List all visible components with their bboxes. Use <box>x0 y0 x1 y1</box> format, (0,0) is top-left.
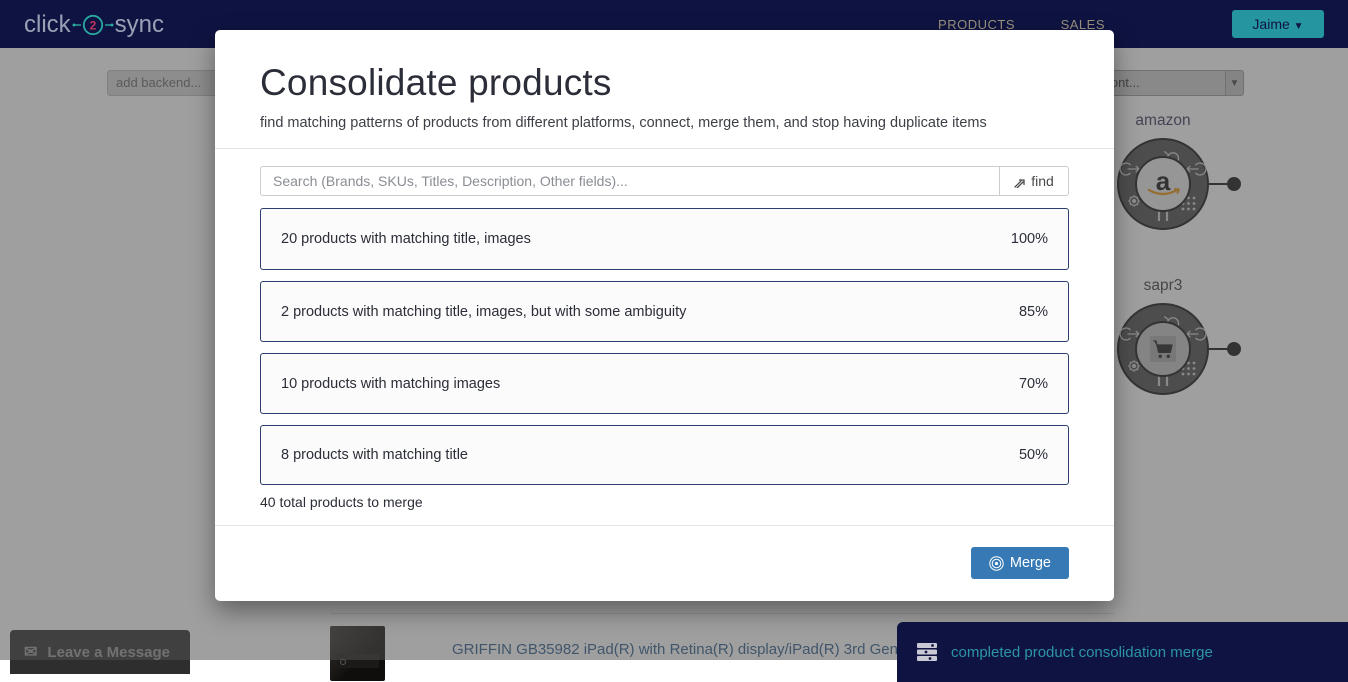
svg-text:2: 2 <box>89 19 96 33</box>
